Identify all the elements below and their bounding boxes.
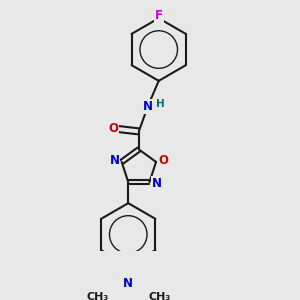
Text: F: F: [155, 9, 163, 22]
Text: O: O: [108, 122, 118, 136]
Text: N: N: [110, 154, 119, 167]
Text: H: H: [156, 99, 164, 109]
Text: CH₃: CH₃: [86, 292, 108, 300]
Text: N: N: [143, 100, 153, 112]
Text: CH₃: CH₃: [148, 292, 170, 300]
Text: O: O: [158, 154, 168, 167]
Text: N: N: [152, 177, 162, 190]
Text: N: N: [123, 277, 133, 290]
